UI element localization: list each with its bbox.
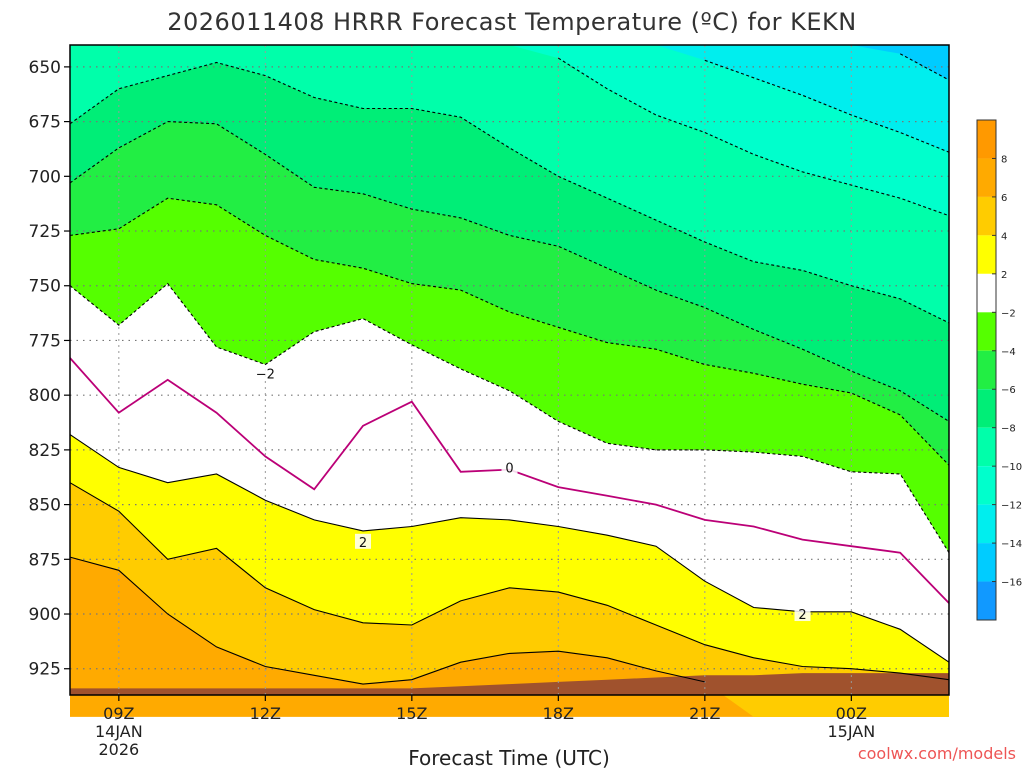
colorbar-frame bbox=[976, 119, 997, 621]
colorbar-label-4: −2 bbox=[1001, 308, 1016, 319]
colorbar-swatch-minus-10 bbox=[977, 427, 996, 467]
isotherm-6 bbox=[69, 556, 705, 685]
contour-label-bg-2 bbox=[355, 533, 371, 549]
y-tick-label-775: 775 bbox=[29, 331, 61, 351]
temperature-fills bbox=[70, 45, 949, 717]
colorbar-swatch-minus-8 bbox=[977, 389, 996, 428]
plot-frame bbox=[69, 44, 950, 696]
ground-surface bbox=[70, 673, 949, 695]
contour-label-2: 2 bbox=[359, 536, 367, 551]
isotherm-minus-14 bbox=[899, 53, 950, 81]
colorbar-label-2: 4 bbox=[1001, 231, 1007, 242]
y-tick-label-925: 925 bbox=[29, 660, 61, 680]
credit-text: coolwx.com/models bbox=[858, 744, 1016, 763]
isotherm-minus-6 bbox=[69, 121, 950, 422]
colorbar-label-5: −4 bbox=[1001, 347, 1016, 358]
contour-label-0: −2 bbox=[256, 367, 275, 382]
x-tick-label-09Z: 09Z bbox=[103, 704, 134, 723]
x-tick-label-12Z: 12Z bbox=[250, 704, 281, 723]
contour-label-bg-3 bbox=[794, 606, 811, 622]
colorbar-label-1: 6 bbox=[1001, 193, 1007, 204]
x-axis-title: Forecast Time (UTC) bbox=[408, 746, 610, 768]
chart-title: 2026011408 HRRR Forecast Temperature (ºC… bbox=[167, 8, 857, 36]
colorbar-label-0: 8 bbox=[1001, 154, 1007, 165]
contour-label-3: 2 bbox=[798, 608, 806, 623]
colorbar-swatch-6 bbox=[977, 158, 996, 197]
x-tick-label-21Z: 21Z bbox=[689, 704, 720, 723]
fill-band-below--10 bbox=[70, 45, 949, 216]
x-tick-label-00Z: 00Z bbox=[836, 704, 867, 723]
y-tick-label-850: 850 bbox=[29, 496, 61, 516]
contour-label-1: 0 bbox=[505, 461, 513, 476]
colorbar: 8 6 4 2 −2 −4 −6 −8 −10 −12 −14 −16 bbox=[976, 119, 1022, 621]
colorbar-swatch-minus-14 bbox=[977, 504, 996, 544]
y-tick-label-900: 900 bbox=[29, 605, 61, 625]
colorbar-swatch-8 bbox=[977, 120, 996, 159]
y-tick-label-750: 750 bbox=[29, 277, 61, 297]
colorbar-swatch-4 bbox=[977, 196, 996, 236]
colorbar-label-7: −8 bbox=[1001, 424, 1016, 435]
y-tick-label-675: 675 bbox=[29, 113, 61, 133]
contour-label-bg-0 bbox=[257, 365, 274, 381]
contour-labels: −2 0 2 2 bbox=[256, 365, 811, 623]
colorbar-label-6: −6 bbox=[1001, 385, 1016, 396]
x-tick-label-18Z: 18Z bbox=[543, 704, 574, 723]
colorbar-label-8: −10 bbox=[1001, 462, 1022, 473]
colorbar-label-9: −12 bbox=[1001, 501, 1022, 512]
x-tick-date-09Z: 14JAN bbox=[95, 722, 143, 741]
ground-layer bbox=[70, 673, 949, 695]
colorbar-swatch-minus-18 bbox=[977, 581, 996, 620]
isotherm-minus-8 bbox=[69, 61, 950, 324]
colorbar-swatch-minus-2 bbox=[977, 273, 996, 313]
colorbar-label-10: −14 bbox=[1001, 539, 1022, 550]
y-tick-label-700: 700 bbox=[29, 167, 61, 187]
colorbar-swatch-minus-12 bbox=[977, 466, 996, 505]
isotherm-minus-12 bbox=[704, 59, 950, 153]
y-axis: 650 675 700 725 750 775 800 825 850 875 900 925 bbox=[29, 58, 70, 680]
contour-label-bg-1 bbox=[501, 459, 518, 475]
isotherm-minus-10 bbox=[558, 57, 950, 217]
colorbar-label-11: −16 bbox=[1001, 578, 1022, 589]
grid-lines bbox=[70, 45, 949, 695]
x-tick-year-09Z: 2026 bbox=[98, 740, 139, 759]
isotherm-minus-4 bbox=[69, 197, 950, 466]
y-tick-label-825: 825 bbox=[29, 441, 61, 461]
colorbar-label-3: 2 bbox=[1001, 270, 1007, 281]
x-tick-date-00Z: 15JAN bbox=[827, 722, 875, 741]
colorbar-swatch-2 bbox=[977, 235, 996, 274]
colorbar-swatch-minus-4 bbox=[977, 312, 996, 351]
y-tick-label-650: 650 bbox=[29, 58, 61, 78]
fill-band-below--12 bbox=[70, 45, 949, 153]
y-tick-label-875: 875 bbox=[29, 550, 61, 570]
y-tick-label-725: 725 bbox=[29, 222, 61, 242]
isotherm-4 bbox=[69, 482, 950, 681]
y-tick-label-800: 800 bbox=[29, 386, 61, 406]
colorbar-swatch-minus-6 bbox=[977, 350, 996, 390]
x-tick-label-15Z: 15Z bbox=[396, 704, 427, 723]
colorbar-swatch-minus-16 bbox=[977, 543, 996, 582]
isotherm-minus-2 bbox=[69, 282, 950, 553]
